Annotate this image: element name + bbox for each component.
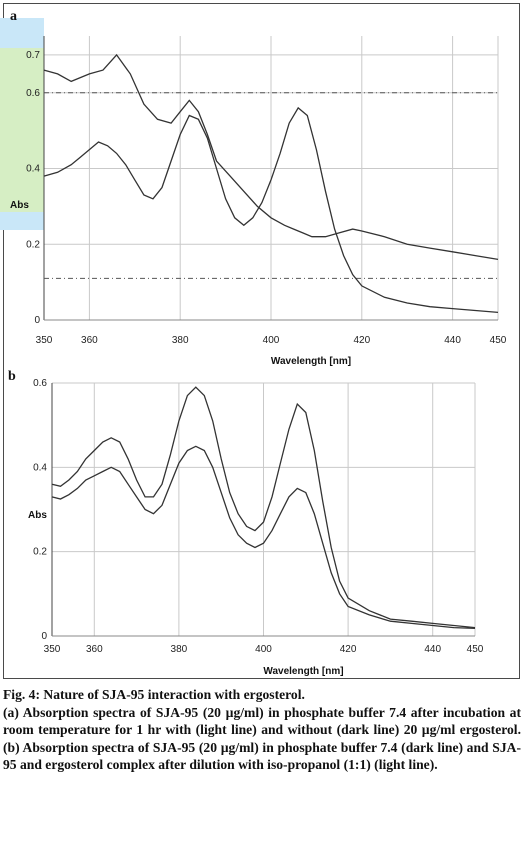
panel-a-label: a <box>10 9 17 24</box>
panel-a-x-tick-label: 400 <box>263 335 280 346</box>
panel-a-x-axis-title: Wavelength [nm] <box>271 356 351 367</box>
panel-b-y-axis-title: Abs <box>28 510 47 521</box>
panel-b-x-tick-label: 360 <box>86 644 103 655</box>
panel-b-x-tick-label: 440 <box>424 644 441 655</box>
panel-a-x-tick-label: 350 <box>36 335 53 346</box>
panel-b-y-tick-label: 0.6 <box>33 378 47 389</box>
figure-frame <box>3 3 520 679</box>
panel-a-x-tick-label: 380 <box>172 335 189 346</box>
panel-a-chart: 350 360 380 400 420 440 450 0 0.2 0.4 0.6 0.7 a Abs Wa… <box>0 9 507 367</box>
panel-a-green-band <box>0 48 44 212</box>
panel-a-x-tick-label: 450 <box>490 335 507 346</box>
panel-a-y-tick-label: 0.7 <box>26 50 40 61</box>
panel-a-y-tick-label: 0.2 <box>26 239 40 250</box>
panel-b-label: b <box>8 369 16 384</box>
panel-b-x-axis-title: Wavelength [nm] <box>263 666 343 677</box>
panel-b-series-2-line <box>51 445 476 630</box>
panel-b-x-tick-label: 450 <box>467 644 484 655</box>
panel-a-series-1-line <box>43 53 499 261</box>
panel-b-x-tick-label: 350 <box>44 644 61 655</box>
panel-a-y-tick-label: 0.6 <box>26 88 40 99</box>
panel-a-x-tick-label: 420 <box>353 335 370 346</box>
panel-b-x-tick-label: 400 <box>255 644 272 655</box>
panel-b-y-tick-label: 0.4 <box>33 462 47 473</box>
panel-b-chart: 350 360 380 400 420 440 450 0 0.2 0.4 0.6 b Abs Wavel… <box>8 369 484 677</box>
panel-b-y-tick-label: 0 <box>41 631 47 642</box>
panel-b-y-tick-label: 0.2 <box>33 547 47 558</box>
panel-b-series-1-line <box>51 386 476 629</box>
figure-caption: Fig. 4: Nature of SJA-95 interaction wit… <box>3 686 521 774</box>
panel-b-x-tick-label: 380 <box>171 644 188 655</box>
panel-a-y-tick-label: 0.4 <box>26 164 40 175</box>
spectra-figure: 350 360 380 400 420 440 450 0 0.2 0.4 0.6 0.7 a Abs Wa… <box>0 9 507 677</box>
panel-a-x-tick-label: 440 <box>444 335 461 346</box>
panel-a-x-tick-label: 360 <box>81 335 98 346</box>
caption-title: Fig. 4: Nature of SJA-95 interaction wit… <box>3 687 305 702</box>
panel-b-x-tick-label: 420 <box>340 644 357 655</box>
panel-a-y-axis-title: Abs <box>10 200 29 211</box>
panel-a-series-2-line <box>43 106 499 314</box>
caption-body: (a) Absorption spectra of SJA-95 (20 µg/… <box>3 704 521 773</box>
panel-a-y-tick-label: 0 <box>34 315 40 326</box>
